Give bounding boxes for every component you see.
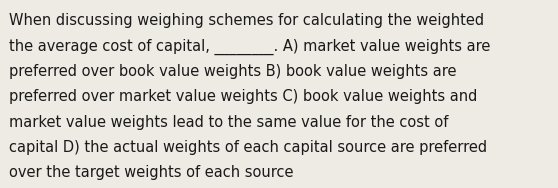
Text: over the target weights of each source: over the target weights of each source bbox=[9, 165, 294, 180]
Text: the average cost of capital, ________. A) market value weights are: the average cost of capital, ________. A… bbox=[9, 39, 491, 55]
Text: preferred over book value weights B) book value weights are: preferred over book value weights B) boo… bbox=[9, 64, 457, 79]
Text: When discussing weighing schemes for calculating the weighted: When discussing weighing schemes for cal… bbox=[9, 13, 484, 28]
Text: market value weights lead to the same value for the cost of: market value weights lead to the same va… bbox=[9, 115, 449, 130]
Text: capital D) the actual weights of each capital source are preferred: capital D) the actual weights of each ca… bbox=[9, 140, 488, 155]
Text: preferred over market value weights C) book value weights and: preferred over market value weights C) b… bbox=[9, 89, 478, 104]
